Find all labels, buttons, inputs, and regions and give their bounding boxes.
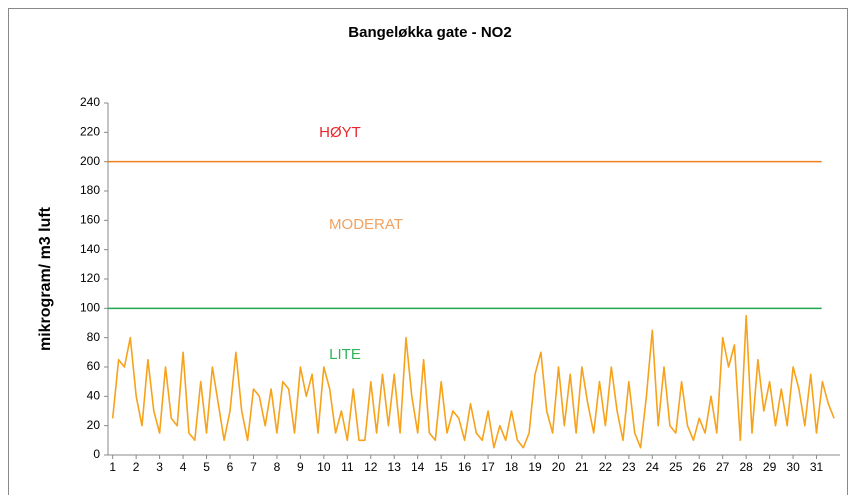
y-tick-label: 180: [80, 183, 100, 197]
x-tick-label: 4: [180, 460, 187, 474]
zone-label: HØYT: [319, 124, 361, 141]
chart-title: Bangeløkka gate - NO2: [348, 24, 511, 41]
x-tick-label: 17: [481, 460, 495, 474]
x-tick-label: 10: [317, 460, 331, 474]
x-tick-label: 30: [786, 460, 800, 474]
x-tick-label: 27: [716, 460, 730, 474]
x-tick-label: 25: [669, 460, 683, 474]
x-tick-label: 26: [693, 460, 707, 474]
zone-label: MODERAT: [329, 216, 403, 233]
x-tick-label: 24: [646, 460, 660, 474]
x-tick-label: 22: [599, 460, 613, 474]
y-tick-label: 200: [80, 154, 100, 168]
data-line: [111, 314, 835, 449]
x-tick-label: 14: [411, 460, 425, 474]
x-tick-label: 20: [552, 460, 566, 474]
x-tick-label: 9: [297, 460, 304, 474]
x-tick-label: 3: [156, 460, 163, 474]
y-tick-label: 160: [80, 213, 100, 227]
x-tick-label: 6: [227, 460, 234, 474]
x-tick-label: 12: [364, 460, 378, 474]
x-tick-label: 21: [575, 460, 589, 474]
x-tick-label: 31: [810, 460, 824, 474]
y-tick-label: 240: [80, 95, 100, 109]
x-tick-label: 1: [109, 460, 116, 474]
y-tick-label: 220: [80, 125, 100, 139]
y-tick-label: 80: [87, 330, 101, 344]
x-tick-label: 7: [250, 460, 257, 474]
y-tick-label: 140: [80, 242, 100, 256]
x-tick-label: 18: [505, 460, 519, 474]
zone-label: LITE: [329, 346, 361, 363]
y-tick-label: 20: [87, 418, 101, 432]
x-tick-label: 23: [622, 460, 636, 474]
y-tick-label: 60: [87, 359, 101, 373]
y-tick-label: 40: [87, 389, 101, 403]
x-tick-label: 8: [274, 460, 281, 474]
x-tick-label: 28: [739, 460, 753, 474]
y-axis-label: mikrogram/ m3 luft: [37, 206, 54, 351]
x-tick-label: 13: [388, 460, 402, 474]
x-tick-label: 5: [203, 460, 210, 474]
x-tick-label: 11: [341, 460, 354, 474]
x-tick-label: 15: [434, 460, 448, 474]
x-tick-label: 16: [458, 460, 472, 474]
y-tick-label: 0: [93, 447, 100, 461]
y-tick-label: 120: [80, 271, 100, 285]
x-tick-label: 2: [133, 460, 140, 474]
x-tick-label: 19: [528, 460, 542, 474]
y-tick-label: 100: [80, 301, 100, 315]
x-tick-label: 29: [763, 460, 777, 474]
